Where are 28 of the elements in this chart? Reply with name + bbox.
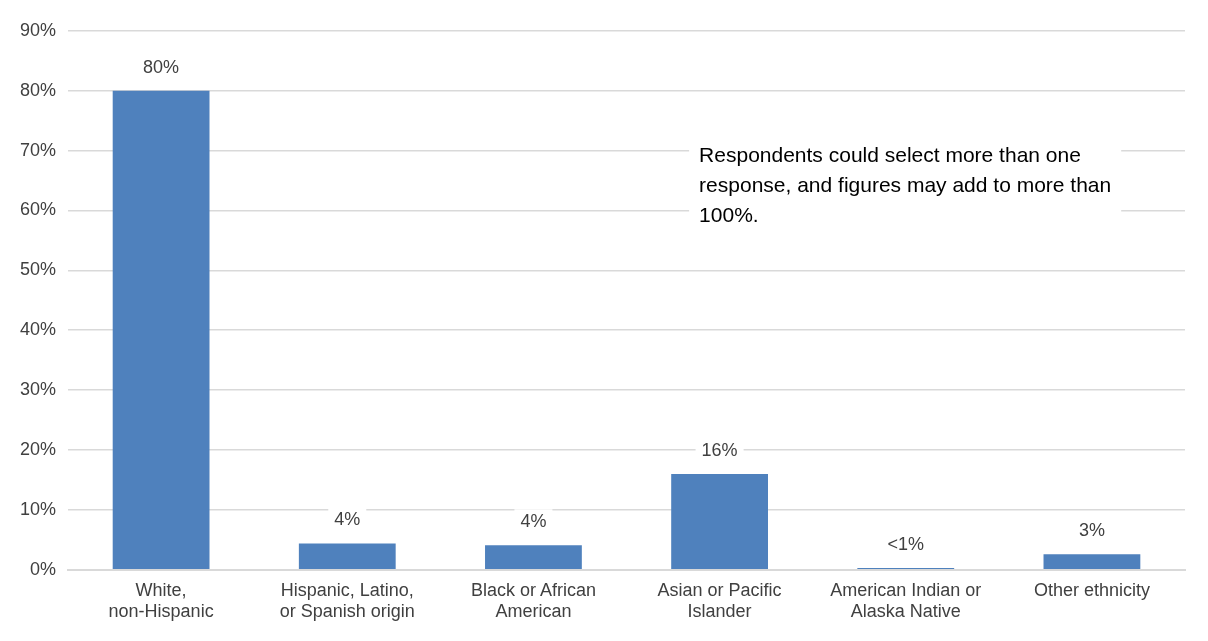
x-tick-label: American Indian or Alaska Native — [830, 579, 982, 622]
data-label: 16% — [701, 439, 738, 460]
x-tick-label: Hispanic, Latino, or Spanish origin — [279, 579, 415, 622]
x-tick-label: Other ethnicity — [1033, 579, 1150, 600]
y-tick-label: 80% — [20, 79, 57, 100]
data-label: 4% — [334, 509, 361, 530]
bar — [112, 90, 210, 570]
y-tick-label: 0% — [30, 558, 57, 579]
y-tick-label: 10% — [20, 498, 57, 519]
bar — [298, 543, 396, 570]
data-label: 4% — [520, 511, 547, 532]
y-tick-label: 50% — [20, 259, 57, 280]
y-tick-label: 40% — [20, 319, 57, 340]
x-tick-label: Asian or Pacific Islander — [657, 579, 782, 622]
y-tick-label: 70% — [20, 139, 57, 160]
y-tick-label: 20% — [20, 438, 57, 459]
data-label: 80% — [143, 56, 180, 77]
x-tick-label: Black or African American — [470, 579, 596, 622]
data-label: <1% — [887, 533, 925, 554]
x-tick-label: White, non-Hispanic — [108, 579, 214, 622]
annotation: Respondents could select more than one response, and figures may add to more than 100%. — [699, 143, 1112, 227]
y-tick-label: 90% — [20, 19, 57, 40]
data-label: 3% — [1078, 520, 1105, 541]
bar — [671, 473, 768, 570]
y-tick-label: 60% — [20, 199, 57, 220]
bar — [1043, 554, 1141, 570]
y-tick-label: 30% — [20, 379, 57, 400]
bar — [485, 545, 582, 570]
